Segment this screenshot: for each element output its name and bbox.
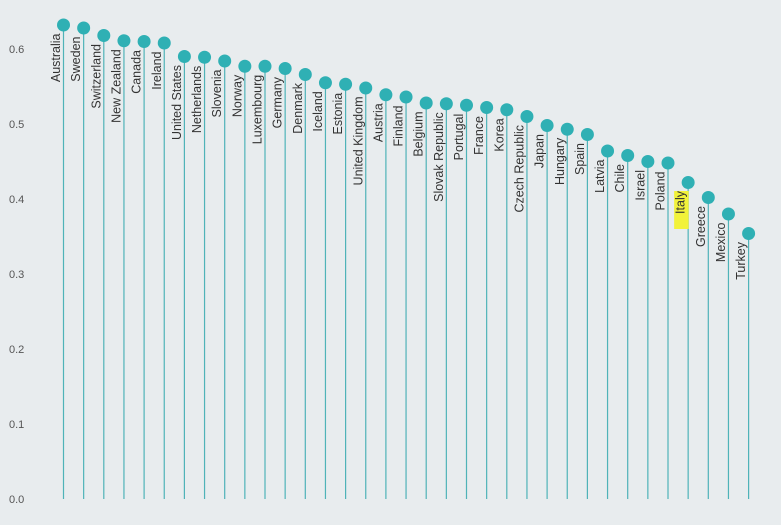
category-label: Slovak Republic <box>432 112 446 202</box>
category-label: France <box>472 116 486 155</box>
y-axis: 0.0 0.1 0.2 0.3 0.4 0.5 0.6 <box>9 44 24 506</box>
data-point <box>379 88 393 102</box>
category-label: Australia <box>49 33 63 82</box>
data-point <box>500 103 514 117</box>
category-label: Austria <box>371 103 385 142</box>
stems <box>62 25 750 499</box>
category-label: Switzerland <box>89 44 103 109</box>
category-label: Mexico <box>714 222 728 262</box>
data-point <box>701 191 715 204</box>
y-tick-label: 0.6 <box>9 44 24 56</box>
category-label: Sweden <box>69 36 83 81</box>
category-label: Ireland <box>150 51 164 89</box>
data-point <box>601 144 615 158</box>
category-label: Poland <box>654 171 668 210</box>
data-point <box>198 50 212 64</box>
category-label: Israel <box>633 170 647 201</box>
data-point <box>97 29 111 42</box>
data-point <box>460 98 473 112</box>
data-point <box>359 81 373 95</box>
category-label: Hungary <box>553 137 567 185</box>
data-point <box>681 176 695 189</box>
category-label: Germany <box>271 76 285 128</box>
category-label: United Kingdom <box>351 97 365 186</box>
category-labels: Australia Sweden Switzerland New Zealand Can… <box>49 33 748 279</box>
data-point <box>742 227 756 240</box>
data-point <box>318 76 332 90</box>
category-label: Estonia <box>331 93 345 135</box>
y-tick-label: 0.5 <box>9 119 24 131</box>
category-label: Chile <box>613 164 627 193</box>
data-point <box>298 68 312 81</box>
category-label: Norway <box>230 74 244 117</box>
category-label: Turkey <box>734 241 748 279</box>
data-point <box>560 122 574 136</box>
y-tick-label: 0.4 <box>9 194 24 206</box>
data-point <box>661 156 675 170</box>
data-point <box>117 34 131 48</box>
data-point <box>258 59 272 73</box>
category-label: Latvia <box>593 159 607 192</box>
data-point <box>157 36 171 50</box>
markers <box>57 18 756 240</box>
data-point <box>621 149 635 162</box>
data-point <box>480 101 494 114</box>
data-point <box>137 35 151 48</box>
category-label: New Zealand <box>109 49 123 123</box>
data-point <box>520 110 534 123</box>
data-point <box>419 96 433 110</box>
data-point <box>721 207 735 221</box>
data-point <box>439 97 453 111</box>
category-label: Italy <box>674 190 688 214</box>
category-label: Finland <box>392 105 406 146</box>
data-point <box>57 18 70 32</box>
category-label: Luxembourg <box>251 75 265 145</box>
category-label: Denmark <box>291 82 305 133</box>
category-label: Iceland <box>311 91 325 131</box>
data-point <box>218 54 232 68</box>
data-point <box>399 90 413 104</box>
y-tick-label: 0.0 <box>9 494 24 506</box>
y-tick-label: 0.3 <box>9 269 24 281</box>
y-tick-label: 0.2 <box>9 344 24 356</box>
category-label: Korea <box>492 118 506 151</box>
data-point <box>77 21 91 35</box>
category-label: Slovenia <box>210 69 224 117</box>
category-label: United States <box>170 65 184 140</box>
data-point <box>278 62 292 75</box>
category-label: Greece <box>694 206 708 247</box>
data-point <box>540 119 554 132</box>
category-label: Netherlands <box>190 66 204 133</box>
data-point <box>641 155 655 168</box>
y-tick-label: 0.1 <box>9 419 24 431</box>
highlight-box <box>674 191 689 229</box>
category-label: Belgium <box>412 112 426 157</box>
data-point <box>580 128 594 141</box>
category-label: Japan <box>533 134 547 168</box>
data-point <box>177 50 191 63</box>
data-point <box>238 59 252 73</box>
category-label: Spain <box>573 143 587 175</box>
data-point <box>339 77 353 91</box>
category-label: Portugal <box>452 114 466 161</box>
category-label: Canada <box>130 50 144 94</box>
category-label: Czech Republic <box>512 125 526 213</box>
